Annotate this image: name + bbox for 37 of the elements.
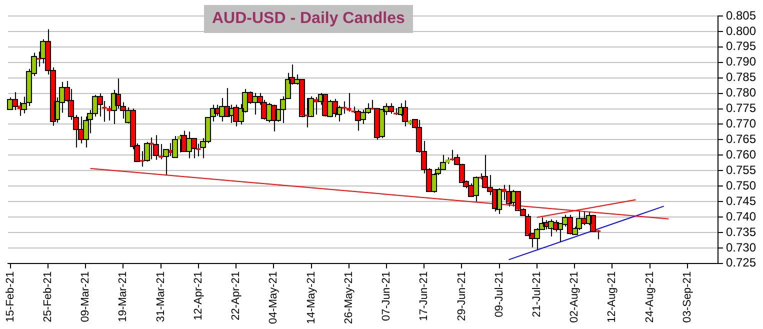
x-tick-label: 26-May-21	[342, 271, 355, 324]
y-tick-label: 0.755	[726, 162, 756, 177]
x-tick-label: 19-Mar-21	[117, 271, 130, 322]
x-tick-label: 22-Apr-21	[230, 271, 242, 320]
x-tick-label: 15-Feb-21	[4, 271, 16, 322]
y-tick-label: 0.800	[726, 24, 756, 38]
y-tick-label: 0.785	[726, 70, 756, 84]
chart-title: AUD-USD - Daily Candles	[204, 5, 413, 33]
y-tick-label: 0.765	[726, 132, 756, 146]
y-tick-label: 0.780	[726, 86, 756, 100]
x-tick-label: 07-Jun-21	[380, 271, 393, 321]
y-tick-label: 0.770	[726, 116, 756, 131]
y-tick-label: 0.790	[726, 54, 756, 69]
x-tick-label: 31-Mar-21	[154, 271, 167, 322]
x-tick-label: 02-Aug-21	[568, 271, 581, 323]
x-tick-label: 12-Aug-21	[606, 271, 618, 323]
x-tick-label: 03-Sep-21	[681, 271, 694, 323]
y-tick-label: 0.735	[726, 224, 756, 239]
x-tick-label: 17-Jun-21	[418, 271, 430, 321]
y-tick-label: 0.805	[726, 8, 756, 22]
y-tick-label: 0.740	[726, 209, 756, 224]
x-tick-label: 25-Feb-21	[42, 271, 54, 322]
y-tick-label: 0.750	[726, 178, 756, 192]
y-tick-label: 0.745	[726, 194, 756, 208]
y-tick-label: 0.760	[726, 147, 756, 162]
x-tick-label: 21-Jul-21	[530, 271, 543, 318]
x-tick-label: 04-May-21	[268, 271, 280, 324]
x-tick-label: 24-Aug-21	[644, 271, 656, 323]
x-tick-label: 29-Jun-21	[456, 271, 468, 321]
x-tick-label: 12-Apr-21	[192, 271, 204, 320]
y-tick-label: 0.725	[726, 256, 756, 270]
y-tick-label: 0.730	[726, 240, 756, 254]
y-tick-label: 0.795	[726, 39, 756, 54]
x-tick-label: 14-May-21	[305, 271, 318, 324]
x-tick-label: 09-Mar-21	[80, 271, 92, 322]
y-tick-label: 0.775	[726, 101, 756, 116]
x-tick-label: 09-Jul-21	[493, 271, 506, 318]
